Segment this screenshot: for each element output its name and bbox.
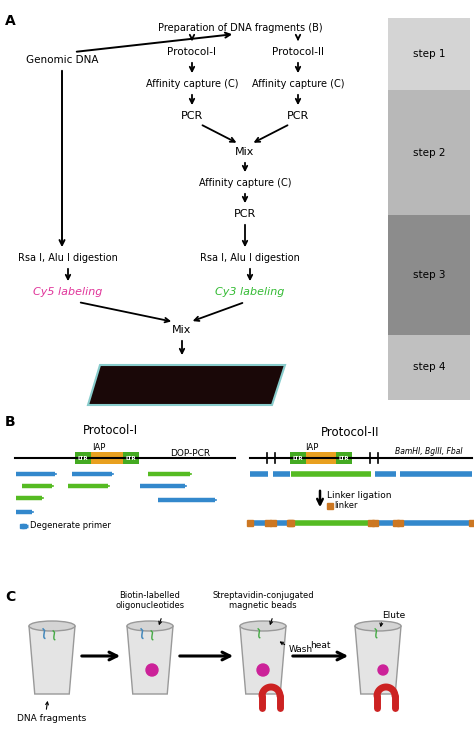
Text: B: B [5, 415, 16, 429]
Text: Streptavidin-conjugated
magnetic beads: Streptavidin-conjugated magnetic beads [212, 591, 314, 610]
Text: Mix: Mix [173, 325, 191, 335]
Ellipse shape [127, 621, 173, 631]
Text: Protocol-I: Protocol-I [82, 423, 137, 437]
Text: step 1: step 1 [413, 49, 445, 59]
Text: Linker ligation: Linker ligation [327, 491, 392, 500]
Text: linker: linker [334, 502, 357, 511]
Text: step 3: step 3 [413, 270, 445, 280]
Bar [75, 452, 91, 464]
Text: Protocol-II: Protocol-II [272, 47, 324, 57]
Polygon shape [355, 626, 401, 694]
Bar [91, 452, 123, 464]
Ellipse shape [355, 621, 401, 631]
Circle shape [257, 664, 269, 676]
Bar [388, 90, 470, 215]
Text: Protocol-II: Protocol-II [321, 425, 379, 438]
Text: Preparation of DNA fragments (B): Preparation of DNA fragments (B) [158, 23, 322, 33]
Text: Degenerate primer: Degenerate primer [30, 521, 111, 530]
Bar [123, 452, 139, 464]
Text: Affinity capture (C): Affinity capture (C) [199, 178, 291, 188]
Text: Wash: Wash [289, 646, 313, 655]
Text: heat: heat [310, 641, 331, 650]
Text: Cy3 labeling: Cy3 labeling [215, 287, 285, 297]
Text: A: A [5, 14, 16, 28]
Text: step 2: step 2 [413, 148, 445, 157]
Ellipse shape [29, 621, 75, 631]
Text: Rsa I, Alu I digestion: Rsa I, Alu I digestion [200, 253, 300, 263]
Polygon shape [240, 626, 286, 694]
Bar [306, 452, 336, 464]
Polygon shape [127, 626, 173, 694]
Text: step 4: step 4 [413, 363, 445, 372]
Ellipse shape [240, 621, 286, 631]
Polygon shape [88, 365, 285, 405]
Bar [388, 18, 470, 90]
Text: PCR: PCR [287, 111, 309, 121]
Text: LTR: LTR [292, 455, 303, 461]
Bar [290, 452, 306, 464]
Text: PCR: PCR [234, 209, 256, 219]
Text: Genomic DNA: Genomic DNA [26, 55, 98, 65]
Text: DOP-PCR: DOP-PCR [170, 449, 210, 458]
Text: Protocol-I: Protocol-I [167, 47, 217, 57]
Circle shape [378, 665, 388, 675]
Text: Biotin-labelled
oligonucleotides: Biotin-labelled oligonucleotides [116, 591, 184, 610]
Text: PCR: PCR [181, 111, 203, 121]
Circle shape [146, 664, 158, 676]
Text: Affinity capture (C): Affinity capture (C) [146, 79, 238, 89]
Text: LTR: LTR [78, 455, 88, 461]
Text: IAP: IAP [305, 443, 319, 452]
Polygon shape [29, 626, 75, 694]
Bar [388, 215, 470, 335]
Text: LTR: LTR [339, 455, 349, 461]
Bar [388, 335, 470, 400]
Text: LTR: LTR [126, 455, 137, 461]
Text: C: C [5, 590, 15, 604]
Text: Cy5 labeling: Cy5 labeling [33, 287, 103, 297]
Text: Mix: Mix [235, 147, 255, 157]
Text: DNA fragments: DNA fragments [18, 714, 87, 723]
Text: IAP: IAP [92, 443, 106, 452]
Text: Affinity capture (C): Affinity capture (C) [252, 79, 344, 89]
Bar [336, 452, 352, 464]
Text: Elute: Elute [382, 611, 405, 620]
Text: BamHI, BglII, FbaI: BamHI, BglII, FbaI [395, 447, 463, 456]
Text: Rsa I, Alu I digestion: Rsa I, Alu I digestion [18, 253, 118, 263]
